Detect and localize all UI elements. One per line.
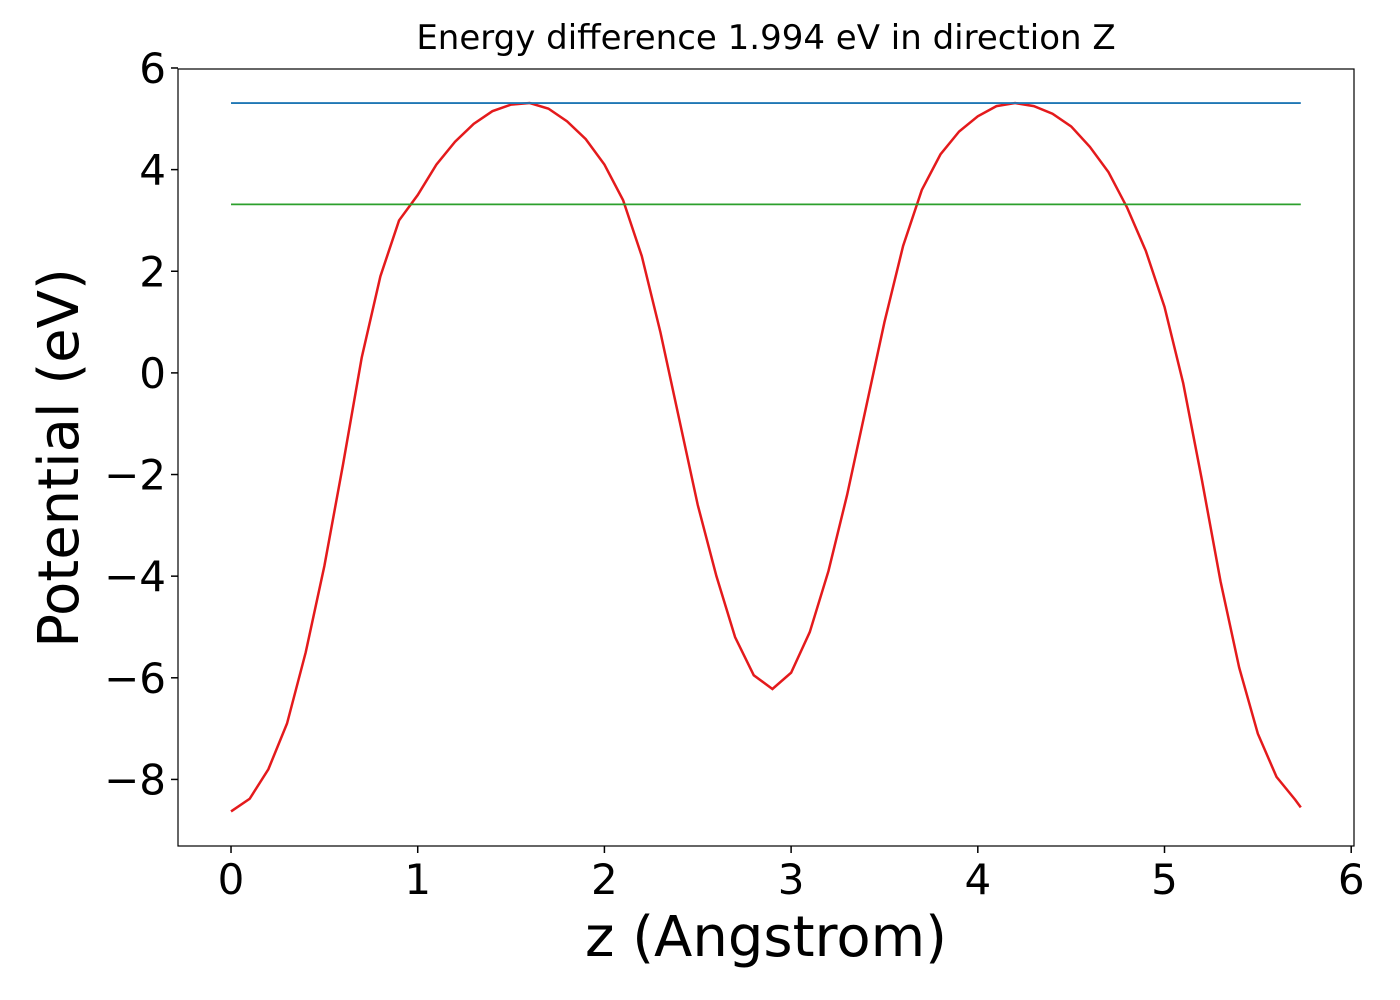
x-axis-label: z (Angstrom) (585, 905, 947, 970)
x-tick-label: 0 (218, 855, 245, 904)
chart-title: Energy difference 1.994 eV in direction … (416, 18, 1115, 58)
plot-frame (177, 68, 1355, 847)
line-series (230, 101, 1302, 813)
x-tick-label: 1 (404, 855, 431, 904)
y-axis-label: Potential (eV) (27, 268, 92, 648)
x-tick-label: 5 (1151, 855, 1178, 904)
y-tick-label: −6 (104, 654, 166, 703)
y-tick-label: 6 (139, 44, 166, 93)
x-tick-label: 3 (778, 855, 805, 904)
y-tick-label: 2 (139, 247, 166, 296)
y-tick-label: 4 (139, 146, 166, 195)
y-tick-label: −4 (104, 552, 166, 601)
y-tick-label: −2 (104, 451, 166, 500)
y-tick-label: −8 (104, 755, 166, 804)
x-tick-label: 2 (591, 855, 618, 904)
x-tick-label: 4 (964, 855, 991, 904)
y-tick-label: 0 (139, 349, 166, 398)
x-tick-label: 6 (1338, 855, 1365, 904)
